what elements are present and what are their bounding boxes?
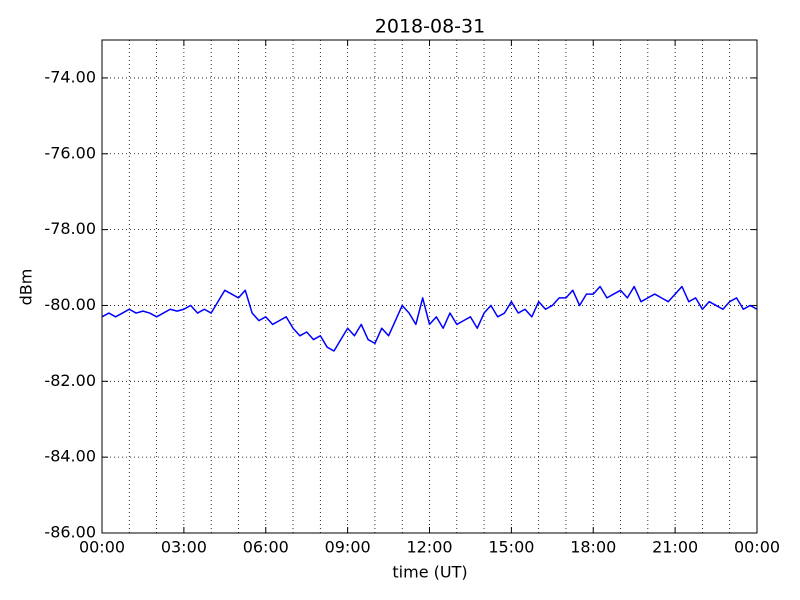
y-tick-label: -76.00 xyxy=(44,143,96,162)
x-axis-label: time (UT) xyxy=(392,563,467,582)
x-tick-label: 15:00 xyxy=(488,538,534,557)
y-tick-label: -78.00 xyxy=(44,219,96,238)
y-tick-label: -74.00 xyxy=(44,67,96,86)
x-tick-label: 06:00 xyxy=(243,538,289,557)
x-tick-label: 12:00 xyxy=(406,538,452,557)
plot-frame xyxy=(101,39,758,534)
x-tick-label: 03:00 xyxy=(161,538,207,557)
y-tick-label: -82.00 xyxy=(44,371,96,390)
data-line xyxy=(101,285,758,352)
chart-title: 2018-08-31 xyxy=(375,16,485,38)
x-tick-label: 21:00 xyxy=(652,538,698,557)
y-tick-label: -84.00 xyxy=(44,447,96,466)
x-tick-label: 09:00 xyxy=(325,538,371,557)
y-axis-label: dBm xyxy=(17,269,36,306)
x-tick-label: 00:00 xyxy=(734,538,780,557)
y-tick-label: -86.00 xyxy=(44,523,96,542)
y-tick-label: -80.00 xyxy=(44,295,96,314)
x-tick-label: 18:00 xyxy=(570,538,616,557)
x-tick-label: 00:00 xyxy=(79,538,125,557)
